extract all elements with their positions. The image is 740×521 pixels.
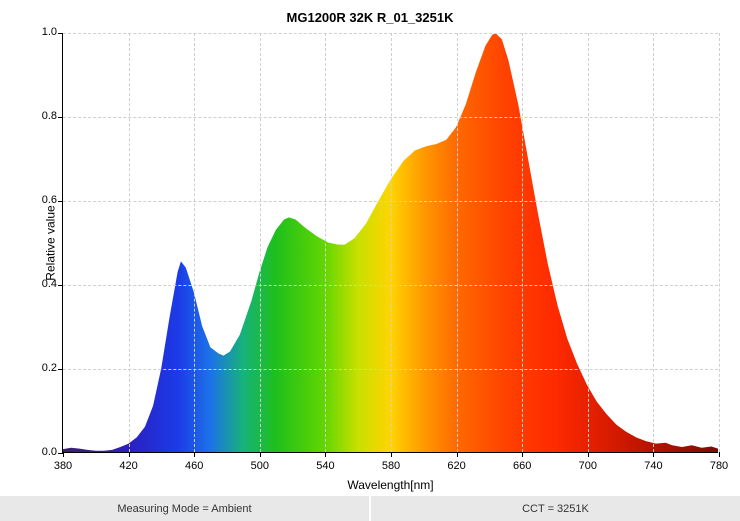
gridline-vertical bbox=[588, 33, 589, 452]
x-tick-label: 620 bbox=[447, 460, 465, 472]
x-tick-label: 380 bbox=[54, 460, 72, 472]
y-tick-mark bbox=[58, 369, 63, 370]
x-tick-label: 420 bbox=[119, 460, 137, 472]
y-tick-label: 0.6 bbox=[31, 194, 57, 206]
y-tick-mark bbox=[58, 201, 63, 202]
x-tick-label: 580 bbox=[382, 460, 400, 472]
footer-bar: Measuring Mode = Ambient CCT = 3251K bbox=[0, 495, 740, 521]
gridline-horizontal bbox=[63, 117, 718, 118]
y-tick-label: 0.0 bbox=[31, 446, 57, 458]
plot-area: Relative value Wavelength[nm] 3804204605… bbox=[62, 33, 718, 453]
x-tick-mark bbox=[260, 452, 261, 457]
y-axis-label: Relative value bbox=[44, 205, 58, 280]
x-tick-mark bbox=[522, 452, 523, 457]
x-tick-label: 460 bbox=[185, 460, 203, 472]
x-tick-label: 540 bbox=[316, 460, 334, 472]
x-tick-label: 740 bbox=[644, 460, 662, 472]
footer-cct: CCT = 3251K bbox=[371, 495, 740, 521]
chart-title: MG1200R 32K R_01_3251K bbox=[0, 0, 740, 25]
y-tick-label: 0.4 bbox=[31, 278, 57, 290]
x-tick-label: 780 bbox=[710, 460, 728, 472]
gridline-vertical bbox=[260, 33, 261, 452]
gridline-vertical bbox=[457, 33, 458, 452]
gridline-vertical bbox=[522, 33, 523, 452]
x-tick-label: 500 bbox=[251, 460, 269, 472]
y-tick-mark bbox=[58, 453, 63, 454]
y-tick-label: 0.2 bbox=[31, 362, 57, 374]
x-tick-mark bbox=[588, 452, 589, 457]
footer-measuring-mode: Measuring Mode = Ambient bbox=[0, 495, 371, 521]
gridline-horizontal bbox=[63, 201, 718, 202]
x-tick-mark bbox=[63, 452, 64, 457]
x-tick-label: 700 bbox=[579, 460, 597, 472]
x-tick-mark bbox=[719, 452, 720, 457]
gridline-horizontal bbox=[63, 369, 718, 370]
x-tick-label: 660 bbox=[513, 460, 531, 472]
y-tick-mark bbox=[58, 33, 63, 34]
x-tick-mark bbox=[653, 452, 654, 457]
y-tick-mark bbox=[58, 117, 63, 118]
gridline-horizontal bbox=[63, 33, 718, 34]
x-tick-mark bbox=[129, 452, 130, 457]
gridline-vertical bbox=[391, 33, 392, 452]
x-tick-mark bbox=[391, 452, 392, 457]
x-tick-mark bbox=[194, 452, 195, 457]
gridline-vertical bbox=[129, 33, 130, 452]
y-tick-label: 0.8 bbox=[31, 110, 57, 122]
x-axis-label: Wavelength[nm] bbox=[347, 478, 433, 492]
y-tick-mark bbox=[58, 285, 63, 286]
x-tick-mark bbox=[325, 452, 326, 457]
gridline-vertical bbox=[194, 33, 195, 452]
y-tick-label: 1.0 bbox=[31, 26, 57, 38]
x-tick-mark bbox=[457, 452, 458, 457]
gridline-vertical bbox=[719, 33, 720, 452]
spectrum-chart: MG1200R 32K R_01_3251K Relative value Wa… bbox=[0, 0, 740, 491]
gridline-vertical bbox=[653, 33, 654, 452]
gridline-vertical bbox=[325, 33, 326, 452]
gridline-horizontal bbox=[63, 285, 718, 286]
